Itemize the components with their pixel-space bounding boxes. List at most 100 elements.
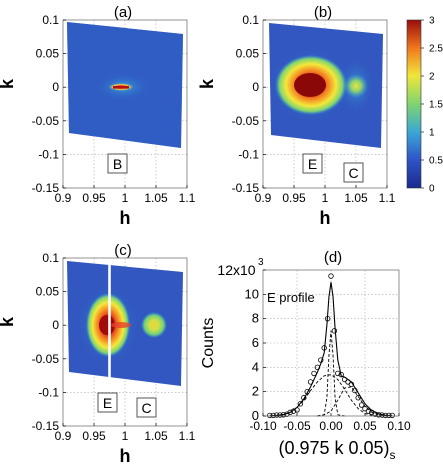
component-line [317, 386, 393, 417]
y-tick-label: 0.1 [242, 13, 259, 27]
panel-c: (c) 0.9 0.95 1 1.05 1.1-0.15-0.1-0.0500.050.… [0, 242, 196, 465]
fit-line [269, 282, 393, 417]
panel-b: (b) 0.9 0.95 1 1.05 1.1-0.15-0.1-0.0500.050.… [197, 4, 443, 228]
y-tick-label: 0 [52, 80, 59, 94]
x-axis-label: h [120, 446, 131, 465]
x-tick-label: 0.00 [319, 419, 343, 433]
x-tick-label: 1 [122, 429, 129, 443]
y-tick-label: 10 [245, 286, 259, 301]
colorbar-tick-label: 1.5 [429, 100, 443, 111]
component-line [317, 330, 345, 417]
panel-c-annotation-E-box [97, 392, 118, 413]
y-axis-label: k [0, 316, 17, 327]
x-axis-label: h [120, 208, 131, 228]
panel-b-label: (b) [314, 4, 332, 21]
y-tick-label: 0 [252, 408, 259, 423]
panel-d-label: (d) [324, 249, 342, 266]
panel-d-axes: -0.10 -0.05 0.00 0.05 0.10 0 2 4 6 8 10 12 (0.975 k … [200, 262, 411, 462]
y-axis-label: k [197, 78, 217, 89]
y-tick-label: -0.15 [32, 419, 60, 433]
y-tick-label: 0 [252, 80, 259, 94]
panel-a-label: (a) [114, 4, 132, 21]
panel-b-colorbar: 0 0.5 1 1.5 2 2.5 3 [406, 16, 443, 195]
panel-b-annotation-C: C [348, 165, 358, 181]
y-tick-label: 0.05 [36, 47, 60, 61]
colorbar-tick-label: 0.5 [429, 156, 443, 167]
x-tick-label: 0.10 [387, 419, 411, 433]
data-point [287, 409, 293, 416]
colorbar-ticks: 0 0.5 1 1.5 2 2.5 3 [421, 16, 443, 195]
panel-c-annotation-C-box [136, 397, 157, 418]
x-tick-label: 1 [122, 191, 129, 205]
panel-b-peak-E-inner [294, 73, 326, 97]
colorbar-tick-label: 2.5 [429, 44, 443, 55]
y-tick-label: 0.1 [42, 13, 59, 27]
x-tick-label: -0.10 [249, 419, 277, 433]
y-tick-label: 0.1 [42, 251, 59, 265]
x-tick-label: 1.1 [179, 191, 196, 205]
y-tick-label: -0.05 [32, 352, 60, 366]
panel-d-scale-label: x10 [233, 262, 256, 278]
x-tick-label: 0.95 [282, 191, 306, 205]
panel-d: (d) -0.10 -0.05 0.00 0.05 0.10 0 2 4 6 8 10 12 (0.97… [200, 249, 411, 462]
data-point [358, 402, 365, 408]
panel-b-annotation-E: E [308, 156, 317, 172]
y-tick-label: -0.15 [232, 181, 260, 195]
panel-c-annotation-C: C [141, 400, 151, 416]
y-tick-label: 8 [252, 311, 259, 326]
x-tick-label: 1.05 [144, 191, 168, 205]
y-tick-label: 12 [217, 262, 233, 278]
data-point [338, 371, 344, 378]
colorbar-tick-label: 2 [429, 72, 435, 83]
panel-c-label: (c) [114, 242, 132, 259]
panel-c-peak-C [141, 312, 167, 338]
panel-c-annotation-E: E [103, 395, 112, 411]
colorbar-ramp [406, 19, 422, 189]
panel-a-peak-B-core [113, 86, 129, 89]
panel-b-axes: 0.9 0.95 1 1.05 1.1 -0.15 -0.1 -0.05 0 0.05 0.1 h k [197, 13, 396, 228]
component-line [269, 374, 379, 417]
panel-b-peak-C [344, 74, 368, 98]
x-tick-label: 0.9 [55, 191, 72, 205]
y-tick-label: 0.05 [36, 285, 60, 299]
x-axis-label-subscript: s [390, 448, 396, 462]
panel-c-peak-E-inner [99, 315, 115, 335]
x-tick-label: 0.95 [82, 429, 106, 443]
data-point [331, 328, 338, 334]
colorbar-tick-label: 1 [429, 128, 435, 139]
x-tick-label: 0.9 [255, 191, 272, 205]
y-tick-label: 0.05 [236, 47, 260, 61]
data-point [335, 370, 341, 377]
panel-a: (a) 0.9 0.95 1 1.05 1.1-0.15-0.1-0.0500.050.… [0, 4, 196, 228]
x-tick-label: 1.05 [144, 429, 168, 443]
y-axis-label: Counts [200, 318, 217, 369]
panel-c-tail [111, 322, 131, 328]
y-tick-label: 6 [252, 335, 259, 350]
data-point [301, 395, 307, 401]
colorbar-tick-label: 0 [429, 184, 435, 195]
y-tick-label: -0.05 [232, 114, 260, 128]
y-tick-label: -0.15 [32, 181, 60, 195]
x-axis-label: h [320, 208, 331, 228]
colorbar-tick-label: 3 [429, 16, 435, 27]
data-point [355, 395, 361, 401]
panel-b-annotation-C-box [343, 162, 364, 183]
panel-a-annotation-B-box [107, 153, 128, 174]
y-axis-label: k [0, 78, 17, 89]
data-point [297, 401, 304, 407]
y-tick-label: -0.1 [38, 385, 59, 399]
x-axis-label: (0.975 k 0.05)s [278, 438, 395, 462]
x-tick-label: 1 [322, 191, 329, 205]
panel-b-annotation-E-box [302, 153, 323, 174]
x-tick-label: 1.1 [179, 429, 196, 443]
panel-a-axes: 0.9 0.95 1 1.05 1.1 -0.15 -0.1 -0.05 0 0.05 0.1 h k [0, 13, 196, 228]
y-tick-label: 2 [252, 384, 259, 399]
x-axis-label-main: (0.975 k 0.05) [278, 438, 389, 458]
y-tick-label: -0.05 [32, 114, 60, 128]
y-tick-label: -0.1 [38, 147, 59, 161]
y-tick-label: 0 [52, 318, 59, 332]
x-tick-label: -0.05 [283, 419, 311, 433]
panel-a-annotation-B: B [113, 156, 122, 172]
panel-d-grid [263, 270, 399, 416]
